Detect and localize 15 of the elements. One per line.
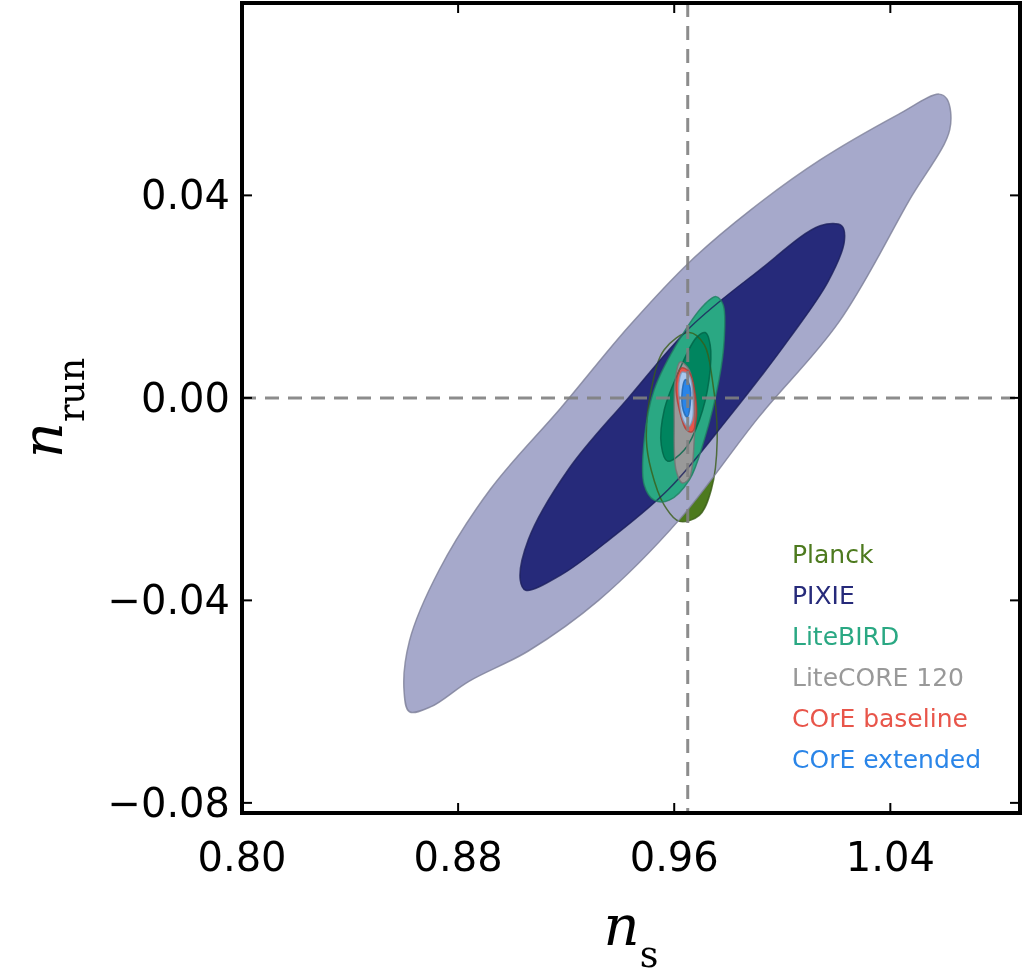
x-tick-label: 1.04 [845,834,935,880]
x-axis-title: n$_{s}$ [603,893,659,972]
x-tick-label: 0.96 [629,834,719,880]
y-tick-label: −0.08 [107,779,230,826]
text: LiteBIRD [792,622,900,651]
text: COrE extended [792,745,982,774]
text: Planck [792,540,874,569]
y-tick-label: 0.04 [140,172,230,219]
text: PIXIE [792,581,855,610]
text: COrE baseline [792,704,968,733]
x-tick-label: 0.80 [197,834,287,880]
text: LiteCORE 120 [792,663,965,692]
x-tick-label: 0.88 [413,834,503,880]
y-tick-label: −0.04 [107,577,230,624]
y-tick-label: 0.00 [140,374,230,421]
